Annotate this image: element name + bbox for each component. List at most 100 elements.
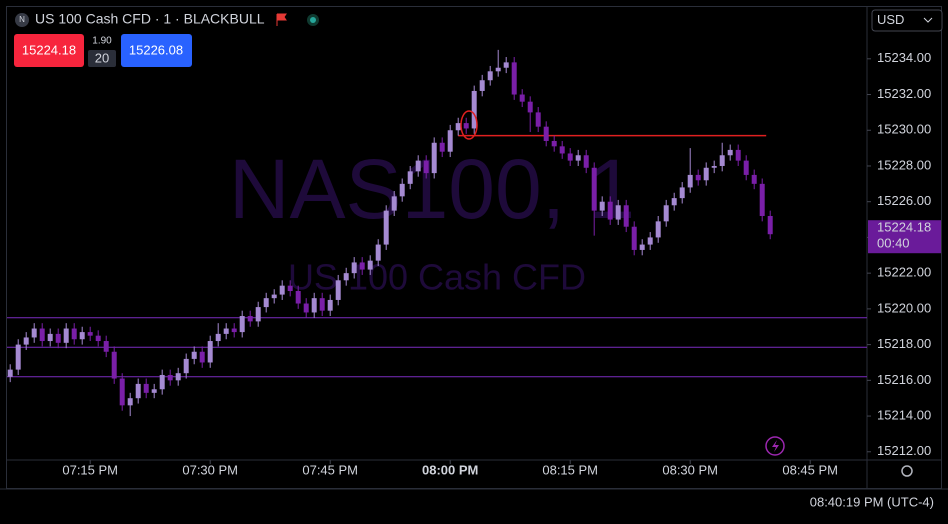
candle-body <box>231 328 237 333</box>
candle-body <box>391 196 397 211</box>
x-tick-label: 07:45 PM <box>302 462 358 477</box>
candle-body <box>727 149 733 156</box>
candle-body <box>399 183 405 197</box>
candle-body <box>655 221 661 238</box>
y-tick-label: 15220.00 <box>877 300 931 315</box>
candle-body <box>479 80 485 91</box>
y-tick-label: 15228.00 <box>877 157 931 172</box>
candle-body <box>191 351 197 359</box>
y-tick-label: 15218.00 <box>877 336 931 351</box>
lightning-bolt[interactable] <box>772 440 779 452</box>
candle-body <box>359 262 365 270</box>
settings-icon[interactable] <box>901 465 913 477</box>
candle-body <box>215 333 221 342</box>
candle-body <box>303 303 309 313</box>
candle-body <box>383 210 389 245</box>
candle-body <box>7 369 13 377</box>
candle-body <box>759 183 765 216</box>
symbol-icon <box>15 13 29 27</box>
candle-body <box>87 332 93 336</box>
x-tick-label: 07:15 PM <box>62 462 118 477</box>
candle-body <box>631 226 637 250</box>
buy-button[interactable] <box>121 34 192 67</box>
candle-body <box>567 153 573 161</box>
candle-body <box>79 332 85 340</box>
candle-body <box>551 140 557 147</box>
candle-body <box>639 244 645 250</box>
candle-body <box>71 328 77 340</box>
candle-body <box>327 299 333 311</box>
spread: 1.90 <box>92 36 112 47</box>
qty-box[interactable] <box>88 50 116 67</box>
candle-body <box>743 160 749 175</box>
candle-body <box>159 374 165 390</box>
candle-body <box>103 341 109 352</box>
watermark-name: US 100 Cash CFD <box>288 257 586 298</box>
candle-body <box>207 341 213 363</box>
countdown: 00:40 <box>877 236 910 251</box>
last-price-box <box>868 220 941 254</box>
candle-body <box>495 67 501 72</box>
clock: 08:40:19 PM (UTC-4) <box>810 494 934 509</box>
symbol-title[interactable]: US 100 Cash CFD · 1 · BLACKBULL <box>35 11 265 27</box>
candle-body <box>511 62 517 95</box>
last-price: 15224.18 <box>877 220 931 235</box>
candle-body <box>111 351 117 379</box>
candle-body <box>175 373 181 381</box>
sell-price[interactable]: 15224.18 <box>22 42 76 57</box>
currency[interactable]: USD <box>877 12 904 27</box>
symbol-icon-text: N <box>19 15 25 24</box>
buy-price[interactable]: 15226.08 <box>129 42 183 57</box>
candle-body <box>127 398 133 406</box>
candle-body <box>199 351 205 363</box>
candle-body <box>455 123 461 131</box>
candle-body <box>367 260 373 270</box>
candle-body <box>263 298 269 308</box>
qty[interactable]: 20 <box>95 50 109 65</box>
candle-body <box>559 146 565 154</box>
candle-body <box>255 307 261 322</box>
x-tick-label: 08:30 PM <box>662 462 718 477</box>
candle-body <box>55 333 61 343</box>
candle-body <box>167 374 173 381</box>
sell-button[interactable] <box>14 34 84 67</box>
lightning-icon[interactable] <box>765 436 785 456</box>
candle-body <box>463 123 469 129</box>
candle-body <box>375 244 381 261</box>
candle-body <box>63 328 69 343</box>
y-tick-label: 15226.00 <box>877 193 931 208</box>
y-tick-label: 15212.00 <box>877 443 931 458</box>
candle-body <box>535 112 541 127</box>
x-tick-label: 07:30 PM <box>182 462 238 477</box>
candle-body <box>647 237 653 245</box>
candle-body <box>247 316 253 322</box>
y-tick-label: 15222.00 <box>877 265 931 280</box>
candle-body <box>287 285 293 292</box>
candle-body <box>351 262 357 274</box>
candle-body <box>607 201 613 220</box>
x-tick-label: 08:00 PM <box>422 462 478 477</box>
candle-body <box>39 328 45 342</box>
candle-body <box>663 205 669 222</box>
flag-icon[interactable] <box>276 13 287 26</box>
plot: 15212.00 15214.00 15216.00 15218.00 15220.00… <box>7 7 942 489</box>
candle-body <box>679 187 685 199</box>
caret[interactable] <box>923 17 933 23</box>
candle-body <box>431 142 437 174</box>
candle-body <box>415 160 421 172</box>
candle-body <box>487 71 493 81</box>
candle-body <box>527 101 533 113</box>
y-tick-label: 15230.00 <box>877 122 931 137</box>
status-dot <box>310 17 316 23</box>
candle-body <box>335 280 341 300</box>
candle-body <box>719 155 725 166</box>
candle-body <box>135 383 141 399</box>
currency-select[interactable] <box>871 9 943 32</box>
candle-body <box>15 344 21 370</box>
candle-body <box>119 378 125 406</box>
candle-body <box>591 167 597 211</box>
candle-body <box>319 298 325 311</box>
candle-body <box>695 174 701 181</box>
candle-body <box>151 389 157 393</box>
